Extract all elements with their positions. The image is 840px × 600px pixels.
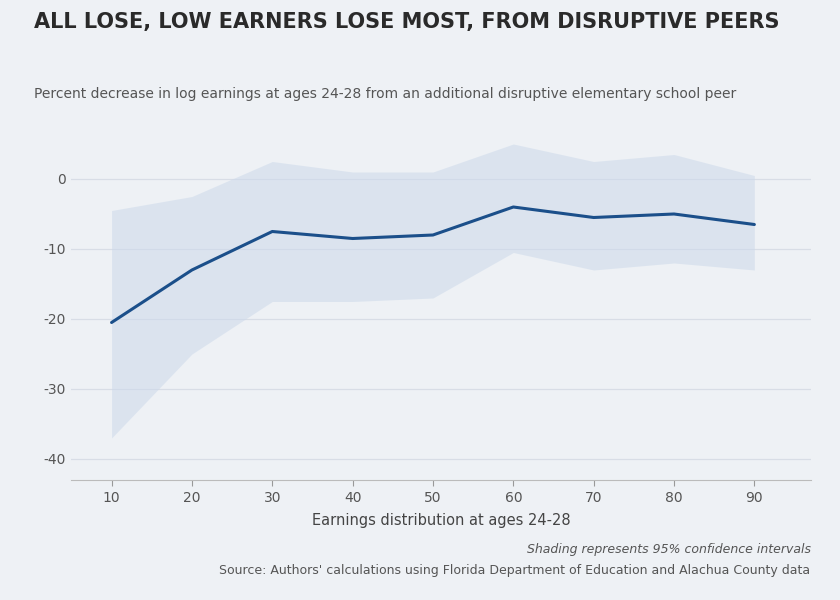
Text: Percent decrease in log earnings at ages 24-28 from an additional disruptive ele: Percent decrease in log earnings at ages… bbox=[34, 87, 736, 101]
Text: Source: Authors' calculations using Florida Department of Education and Alachua : Source: Authors' calculations using Flor… bbox=[219, 564, 811, 577]
X-axis label: Earnings distribution at ages 24-28: Earnings distribution at ages 24-28 bbox=[312, 514, 570, 529]
Text: ALL LOSE, LOW EARNERS LOSE MOST, FROM DISRUPTIVE PEERS: ALL LOSE, LOW EARNERS LOSE MOST, FROM DI… bbox=[34, 12, 780, 32]
Text: Shading represents 95% confidence intervals: Shading represents 95% confidence interv… bbox=[527, 543, 811, 556]
